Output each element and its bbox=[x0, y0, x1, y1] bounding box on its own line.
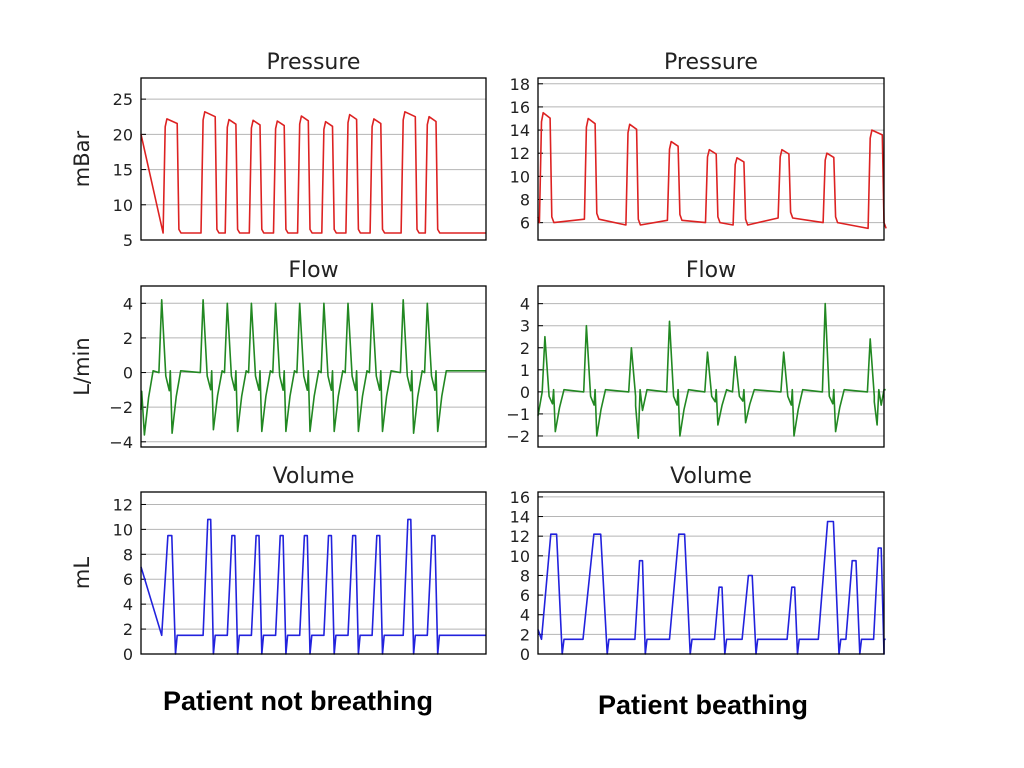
pressure-left-ytick-label: 10 bbox=[113, 196, 133, 215]
flow-right-ytick-label: 0 bbox=[520, 383, 530, 402]
flow-left-ytick-label: 2 bbox=[123, 329, 133, 348]
volume-left-ytick-label: 0 bbox=[123, 645, 133, 664]
pressure-right-ytick-label: 10 bbox=[510, 167, 530, 186]
volume-left-ytick-label: 12 bbox=[113, 495, 133, 514]
pressure-left-axes-frame bbox=[140, 77, 487, 241]
pressure-left-series-line bbox=[140, 111, 486, 234]
volume-right-ytick-label: 2 bbox=[520, 625, 530, 644]
flow-right-ytick-label: −2 bbox=[506, 427, 530, 446]
pressure-right-ytick-label: 8 bbox=[520, 191, 530, 210]
volume-right-ytick-label: 0 bbox=[520, 645, 530, 664]
pressure-right-ytick-label: 18 bbox=[510, 75, 530, 94]
pressure-right-ytick-label: 14 bbox=[510, 121, 530, 140]
volume-left-ytick-label: 2 bbox=[123, 620, 133, 639]
volume-right-ytick-label: 10 bbox=[510, 547, 530, 566]
volume-left-ylabel: mL bbox=[70, 557, 94, 589]
volume-left-ytick-label: 4 bbox=[123, 595, 133, 614]
volume-right-ytick-label: 8 bbox=[520, 566, 530, 585]
pressure-left-title: Pressure bbox=[267, 50, 361, 75]
pressure-right-series-line bbox=[537, 111, 887, 230]
volume-right-ytick-label: 14 bbox=[510, 508, 530, 527]
volume-right-series-line bbox=[537, 520, 886, 655]
pressure-right-axes-frame bbox=[537, 77, 885, 241]
pressure-left-ylabel: mBar bbox=[70, 130, 94, 187]
volume-right-ytick-label: 4 bbox=[520, 606, 530, 625]
volume-left-ytick-label: 8 bbox=[123, 545, 133, 564]
volume-left-series-line bbox=[140, 518, 486, 655]
volume-right-ytick-label: 6 bbox=[520, 586, 530, 605]
flow-left-ytick-label: 0 bbox=[123, 364, 133, 383]
flow-left-ytick-label: −4 bbox=[109, 433, 133, 452]
flow-left-axes-frame bbox=[140, 285, 487, 448]
volume-left-ytick-label: 6 bbox=[123, 570, 133, 589]
flow-left-ytick-label: 4 bbox=[123, 294, 133, 313]
flow-left-ylabel: L/min bbox=[70, 337, 94, 395]
flow-right-ytick-label: 2 bbox=[520, 339, 530, 358]
volume-right-title: Volume bbox=[670, 464, 752, 489]
pressure-left-ytick-label: 5 bbox=[123, 231, 133, 250]
volume-right-axes-frame bbox=[537, 491, 885, 655]
flow-left-series-line bbox=[140, 299, 486, 436]
flow-right-ytick-label: −1 bbox=[506, 405, 530, 424]
volume-right-ytick-label: 12 bbox=[510, 527, 530, 546]
pressure-right-ytick-label: 12 bbox=[510, 144, 530, 163]
volume-right-ytick-label: 16 bbox=[510, 488, 530, 507]
caption-patient-not-breathing: Patient not breathing bbox=[163, 686, 433, 716]
pressure-left-ytick-label: 15 bbox=[113, 161, 133, 180]
volume-left-ytick-label: 10 bbox=[113, 520, 133, 539]
caption-patient-breathing: Patient beathing bbox=[598, 690, 809, 720]
pressure-left-ytick-label: 20 bbox=[113, 125, 133, 144]
pressure-right-ytick-label: 6 bbox=[520, 214, 530, 233]
flow-right-ytick-label: 3 bbox=[520, 317, 530, 336]
volume-left-axes-frame bbox=[140, 491, 487, 655]
flow-right-title: Flow bbox=[686, 258, 736, 283]
flow-left-ytick-label: −2 bbox=[109, 398, 133, 417]
flow-right-series-line bbox=[537, 302, 886, 439]
flow-right-ytick-label: 4 bbox=[520, 295, 530, 314]
volume-left-title: Volume bbox=[273, 464, 355, 489]
flow-left-title: Flow bbox=[288, 258, 338, 283]
pressure-left-ytick-label: 25 bbox=[113, 90, 133, 109]
flow-right-axes-frame bbox=[537, 285, 885, 448]
pressure-right-ytick-label: 16 bbox=[510, 98, 530, 117]
pressure-right-title: Pressure bbox=[664, 50, 758, 75]
flow-right-ytick-label: 1 bbox=[520, 361, 530, 380]
